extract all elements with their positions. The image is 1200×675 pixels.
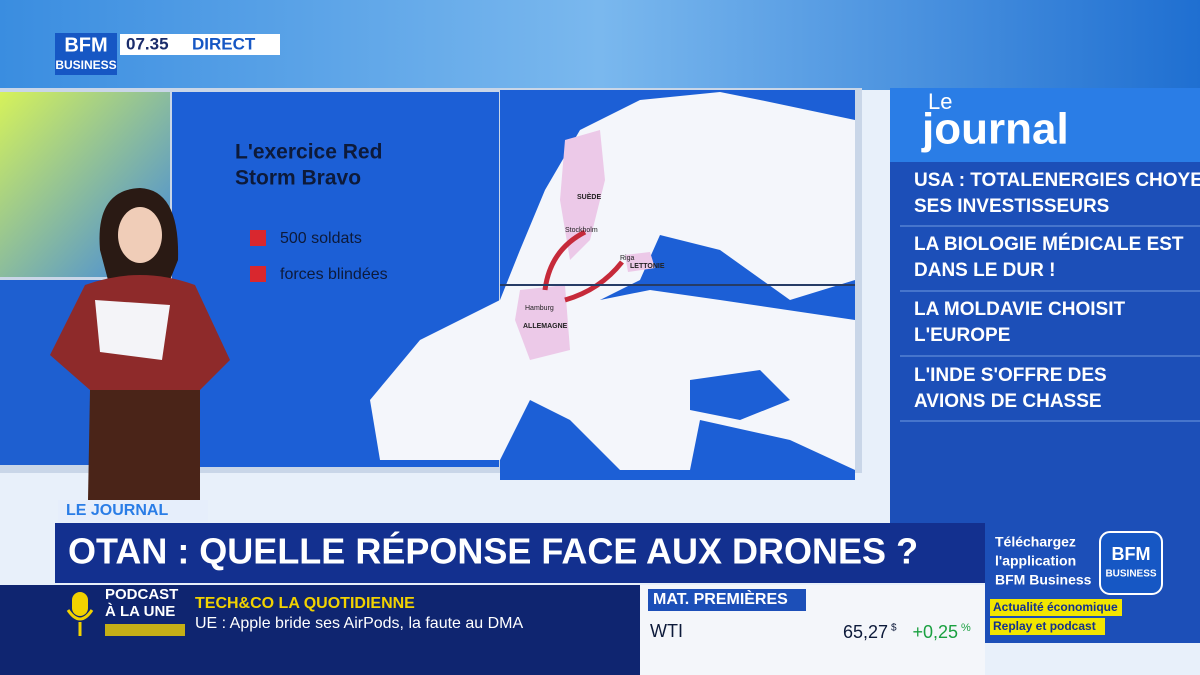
map-title: L'exercice Red xyxy=(235,141,382,164)
black-sea xyxy=(690,370,790,420)
map-label: Hamburg xyxy=(525,305,554,312)
logo-box xyxy=(55,33,117,75)
promo-tag-box xyxy=(990,599,1122,616)
legend-label: forces blindées xyxy=(280,266,388,283)
promo-line: Téléchargez xyxy=(995,534,1076,550)
market-title-box xyxy=(648,589,806,611)
sidebar-header xyxy=(890,88,1200,162)
headline: LA MOLDAVIE CHOISIT xyxy=(914,299,1126,320)
legend-label: 500 soldats xyxy=(280,230,362,247)
promo-tag: Actualité économique xyxy=(993,600,1118,614)
price: 65,27 xyxy=(843,622,888,642)
tag: LE JOURNAL xyxy=(66,502,168,519)
sidebar-title: journal xyxy=(921,105,1069,154)
map-label: SUÈDE xyxy=(577,192,601,201)
map-label: Riga xyxy=(620,255,635,262)
story: UE : Apple bride ses AirPods, la faute a… xyxy=(195,615,524,632)
map-label: ALLEMAGNE xyxy=(523,323,568,330)
time: 07.35 xyxy=(126,34,169,53)
status: DIRECT xyxy=(192,34,256,53)
presenter xyxy=(50,188,230,500)
podcast-label: À LA UNE xyxy=(105,603,175,620)
change-unit: % xyxy=(961,622,971,634)
headline: L'EUROPE xyxy=(914,325,1010,346)
land-south xyxy=(370,290,855,470)
tag-box xyxy=(58,500,208,522)
change: +0,25 xyxy=(912,622,958,642)
promo-line: l'application xyxy=(995,553,1076,569)
asset: WTI xyxy=(650,621,683,641)
germany xyxy=(515,285,570,360)
headline: DANS LE DUR ! xyxy=(914,260,1055,281)
promo-logo-sub: BUSINESS xyxy=(1105,569,1156,580)
main-headline: OTAN : QUELLE RÉPONSE FACE AUX DRONES ? xyxy=(68,531,918,572)
headline: LA BIOLOGIE MÉDICALE EST xyxy=(914,233,1184,255)
waveform xyxy=(105,624,185,636)
headlines xyxy=(900,225,1200,422)
podcast-label: PODCAST xyxy=(105,586,178,603)
logo: BFM xyxy=(64,34,107,56)
map-title: Storm Bravo xyxy=(235,167,361,190)
headline: USA : TOTALENERGIES CHOYE xyxy=(914,170,1200,191)
currency: $ xyxy=(891,623,897,634)
sweden xyxy=(560,130,605,260)
promo-tag: Replay et podcast xyxy=(993,619,1096,633)
map-label: LETTONIE xyxy=(630,263,665,270)
promo-tag-box xyxy=(990,618,1105,635)
logo-sub: BUSINESS xyxy=(55,58,116,72)
mic-icon xyxy=(66,592,94,636)
legend-swatch xyxy=(250,266,266,282)
headline: AVIONS DE CHASSE xyxy=(914,391,1102,412)
market-title: MAT. PREMIÈRES xyxy=(653,589,788,608)
show-name: TECH&CO LA QUOTIDIENNE xyxy=(195,595,415,612)
headline-bar xyxy=(55,523,985,583)
promo-line: BFM Business xyxy=(995,572,1092,588)
latvia xyxy=(625,252,655,272)
headline: L'INDE S'OFFRE DES xyxy=(914,365,1107,386)
legend-swatch xyxy=(250,230,266,246)
sidebar-title-small: Le xyxy=(928,89,952,114)
time-box xyxy=(120,34,280,55)
promo-logo: BFM xyxy=(1112,544,1151,564)
promo-logo-box xyxy=(1099,531,1163,595)
map-label: Stockholm xyxy=(565,227,598,234)
arrow xyxy=(542,229,587,291)
headline: SES INVESTISSEURS xyxy=(914,196,1109,217)
